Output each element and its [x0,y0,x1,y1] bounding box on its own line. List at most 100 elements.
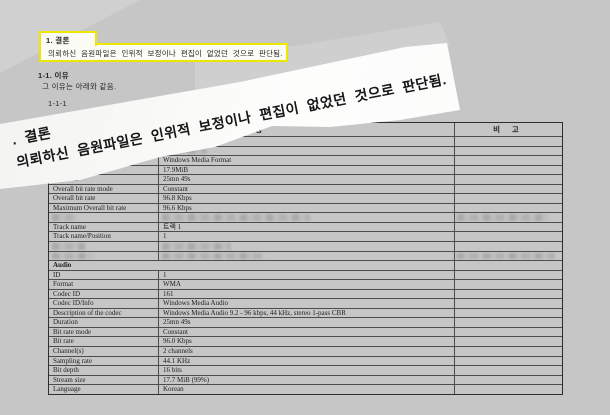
reason-body-text: 그 이유는 아래와 같음. [42,82,117,91]
value-cell-text: 1 [163,232,167,241]
value-cell: 44.1 KHz [158,356,454,366]
table-row [49,136,562,146]
remark-cell [454,137,562,146]
conclusion-body-text: 의뢰하신 음원파일은 인위적 보정이나 편집이 없었던 것으로 판단됨. [48,49,283,58]
label-cell: Overall bit rate mode [49,185,158,194]
table-header-content-label: 내 용 [234,125,269,134]
table-header-row: 내 용 비 고 [49,123,562,136]
label-cell: Codec ID [49,290,158,299]
remark-cell [454,280,562,289]
label-cell: Format [49,280,158,289]
value-cell-text: 1 [163,270,167,279]
table-row: Windows Media Format [49,155,562,165]
section-cell-text: Audio [53,261,72,270]
remark-cell [454,222,562,232]
table-row: Language Korean [49,384,562,394]
value-cell-text: Constant [163,184,188,193]
label-cell: Bit depth [49,366,158,375]
value-cell: Windows Media Format [158,156,454,165]
label-cell-text: ID [53,270,61,279]
table-row: Maximum Overall bit rate 96.6 Kbps [49,202,562,213]
label-cell [49,156,158,165]
value-cell: Constant [158,327,454,337]
remark-cell [454,261,562,270]
remark-cell [454,146,562,156]
label-cell-text: Track name [53,222,86,231]
table-header-remark-label: 비 고 [493,125,524,134]
table-row: 17.9MiB [49,164,562,175]
label-cell: Bit rate [49,337,158,346]
value-cell [158,242,454,251]
value-cell-text: Windows Media Audio 9.2 - 96 kbps, 44 kH… [163,308,346,317]
redacted-blur [457,252,555,260]
value-cell-text: 96.0 Kbps [163,337,192,346]
label-cell: Description of the codec [49,309,158,318]
table-row: Duration 25mn 49s [49,174,562,184]
table-row [49,250,562,261]
label-cell-text: Overall bit rate [53,194,96,203]
label-cell [49,147,158,156]
remark-cell [454,242,562,251]
value-cell-text: 25mn 49s [163,318,191,327]
remark-cell [454,194,562,203]
value-cell: 25mn 49s [158,318,454,327]
value-cell-text: 96.6 Kbps [163,203,192,212]
remark-cell [454,347,562,356]
redacted-blur [162,252,264,260]
remark-cell [454,251,562,261]
remark-cell [454,356,562,366]
label-cell: Stream size [49,376,158,385]
redacted-blur [52,243,85,250]
remark-cell [454,289,562,299]
value-cell: 25mn 49s [158,175,454,184]
value-cell: WMA [158,280,454,289]
sub-item-number: 1-1-1 [48,99,68,108]
value-cell-text: Windows Media Format [163,156,232,165]
table-row [49,212,562,222]
value-cell-text: 44.1 KHz [163,356,191,365]
remark-cell [454,270,562,280]
label-cell: Sampling rate [49,357,158,366]
remark-cell [454,337,562,347]
label-cell-text: Format [53,280,74,289]
table-row: Bit rate mode Constant [49,326,562,337]
table-row: Overall bit rate 96.8 Kbps [49,193,562,203]
value-cell-text: 25mn 49s [163,175,191,184]
label-cell-text: Language [53,385,81,394]
label-cell-text: Description of the codec [53,308,122,317]
value-cell-text: Windows Media Audio [163,299,229,308]
label-cell [49,213,158,222]
table-row: Format WMA [49,279,562,289]
remark-cell [454,156,562,165]
section-cell [49,137,454,146]
label-cell: Duration [49,175,158,184]
value-cell: Windows Media Audio [158,299,454,308]
label-cell: Language [49,385,158,394]
remark-cell [454,175,562,184]
table-row: Description of the codec Windows Media Au… [49,307,562,318]
remark-cell [454,213,562,222]
value-cell: 96.0 Kbps [158,337,454,347]
label-cell-text: Codec ID/Info [53,299,94,308]
value-cell-text: 17.9MiB [163,165,189,174]
table-row: Bit depth 16 bits [49,365,562,375]
remark-cell [454,385,562,394]
table-row [49,241,562,251]
table-header-remark-cell: 비 고 [454,123,562,136]
table-row: Duration 25mn 49s [49,317,562,327]
label-cell-text: Bit rate [53,337,74,346]
label-cell: Channel(s) [49,347,158,356]
label-cell-text: Stream size [53,375,86,384]
remark-cell [454,375,562,385]
value-cell: 16 bits [158,366,454,375]
label-cell-text: Maximum Overall bit rate [53,203,127,212]
value-cell-text: Korean [163,385,184,394]
media-info-table: 내 용 비 고 Windows Media Format 17.9MiB Durat… [48,122,563,395]
table-row: Stream size 17.7 MiB (99%) [49,374,562,385]
label-cell: Maximum Overall bit rate [49,204,158,213]
label-cell: Codec ID/Info [49,299,158,308]
value-cell: 161 [158,289,454,299]
value-cell: 96.8 Kbps [158,194,454,203]
value-cell-text: Constant [163,327,188,336]
